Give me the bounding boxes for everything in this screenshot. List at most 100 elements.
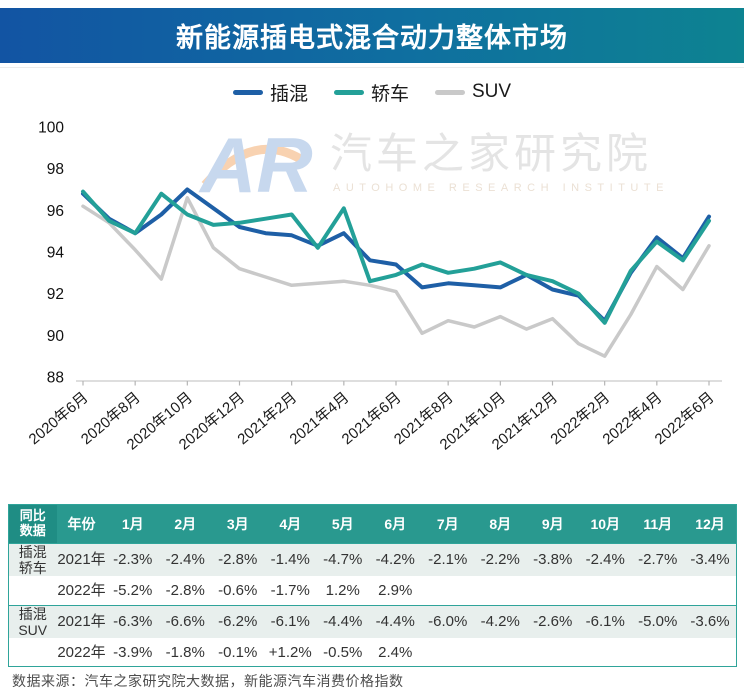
y-axis-tick-label: 96 xyxy=(47,203,64,220)
table-value-cell xyxy=(421,576,474,606)
table-value-cell: -6.6% xyxy=(159,604,212,638)
table-value-cell xyxy=(631,576,684,606)
table-value-cell xyxy=(579,576,632,606)
table-value-cell: -4.4% xyxy=(369,604,422,638)
table-month-header: 11月 xyxy=(631,504,684,544)
y-axis-tick-label: 92 xyxy=(47,286,64,303)
table-value-cell: -2.8% xyxy=(159,576,212,606)
table-value-cell: -3.9% xyxy=(106,637,159,667)
watermark-en-text: AUTOHOME RESEARCH INSTITUTE xyxy=(333,182,669,194)
table-value-cell: -2.7% xyxy=(631,543,684,577)
series-line-SUV xyxy=(81,196,711,358)
table-value-cell: -1.4% xyxy=(264,543,317,577)
watermark-cn-text: 汽车之家研究院 xyxy=(330,130,652,177)
table-value-cell xyxy=(684,637,737,667)
legend-label: 插混 xyxy=(269,83,308,105)
table-year-cell: 2022年 xyxy=(56,637,107,667)
table-value-cell: -6.0% xyxy=(421,604,474,638)
y-axis-tick-label: 90 xyxy=(47,328,65,345)
table-month-header: 10月 xyxy=(579,504,632,544)
line-chart: AR 汽车之家研究院 AUTOHOME RESEARCH INSTITUTE 100 9… xyxy=(26,120,722,454)
table-value-cell: +1.2% xyxy=(264,637,317,667)
table-head: 同比 数据 年份 1月 2月 3月 4月 5月 6月 7月 8月 9月 10月 11月 12月 xyxy=(8,504,737,544)
table-month-header: 7月 xyxy=(421,504,474,544)
table-year-cell: 2021年 xyxy=(56,604,107,638)
table-value-cell: -3.6% xyxy=(684,604,737,638)
table-value-cell xyxy=(631,637,684,667)
table-value-cell: -1.8% xyxy=(159,637,212,667)
table-value-cell xyxy=(526,576,579,606)
table-value-cell: 2.9% xyxy=(369,576,422,606)
table-year-cell: 2021年 xyxy=(56,543,107,577)
table-value-cell xyxy=(421,637,474,667)
table-value-cell: -0.1% xyxy=(211,637,264,667)
legend-item-SUV: SUV xyxy=(434,81,512,103)
chart-legend: 插混 轿车 SUV xyxy=(0,76,744,108)
table-month-header: 4月 xyxy=(264,504,317,544)
table-group-label: 插混 轿车 xyxy=(8,543,57,577)
table-row: 插混 轿车 2021年 -2.3% -2.4% -2.8% -1.4% -4.7% -4.2%… xyxy=(8,543,737,577)
table-row: 插混 SUV 2021年 -6.3% -6.6% -6.2% -6.1% -4.4% -4.4… xyxy=(8,604,737,638)
legend-item-轿车: 轿车 xyxy=(333,79,409,106)
table-group-label xyxy=(8,637,57,667)
legend-label: SUV xyxy=(471,81,512,102)
y-axis-tick-label: 88 xyxy=(47,370,64,387)
series-line-轿车 xyxy=(81,189,711,325)
header-band: 新能源插电式混合动力整体市场 xyxy=(0,8,744,63)
table-value-cell: -6.1% xyxy=(579,604,632,638)
table-value-cell: -4.7% xyxy=(316,543,369,577)
table-row: 2022年 -5.2% -2.8% -0.6% -1.7% 1.2% 2.9% xyxy=(8,576,737,606)
table-value-cell: -2.2% xyxy=(474,543,527,577)
table-value-cell: -4.4% xyxy=(316,604,369,638)
yoy-table: 同比 数据 年份 1月 2月 3月 4月 5月 6月 7月 8月 9月 10月 11月 12月 插混 轿车… xyxy=(8,504,737,668)
watermark-swoosh xyxy=(201,144,308,188)
y-axis-tick-label: 100 xyxy=(38,120,64,137)
table-value-cell: -2.6% xyxy=(526,604,579,638)
data-source-note: 数据来源：汽车之家研究院大数据，新能源汽车消费价格指数 xyxy=(12,673,404,689)
table-row: 2022年 -3.9% -1.8% -0.1% +1.2% -0.5% 2.4% xyxy=(8,637,737,667)
table-value-cell: -6.1% xyxy=(264,604,317,638)
table-value-cell: -2.4% xyxy=(579,543,632,577)
legend-item-插混: 插混 xyxy=(232,79,308,106)
table-month-header: 8月 xyxy=(474,504,527,544)
table-value-cell: -1.7% xyxy=(264,576,317,606)
table-month-header: 6月 xyxy=(369,504,422,544)
table-value-cell: -6.2% xyxy=(211,604,264,638)
table-value-cell: -2.1% xyxy=(421,543,474,577)
table-value-cell: -2.4% xyxy=(159,543,212,577)
table-value-cell: -5.0% xyxy=(631,604,684,638)
table-month-header: 3月 xyxy=(211,504,264,544)
watermark-logo: AR xyxy=(198,121,313,209)
page-title: 新能源插电式混合动力整体市场 xyxy=(176,23,568,53)
table-value-cell: 1.2% xyxy=(316,576,369,606)
table-year-header: 年份 xyxy=(56,504,107,544)
table-value-cell: -0.5% xyxy=(316,637,369,667)
legend-swatch xyxy=(333,89,364,95)
table-corner-header: 同比 数据 xyxy=(8,504,57,544)
table-value-cell: 2.4% xyxy=(369,637,422,667)
table-year-cell: 2022年 xyxy=(56,576,107,606)
y-axis-tick-label: 98 xyxy=(47,161,64,178)
table-month-header: 9月 xyxy=(526,504,579,544)
table-value-cell: -5.2% xyxy=(106,576,159,606)
table-group-label xyxy=(8,576,57,606)
header-divider xyxy=(0,67,744,68)
watermark: AR 汽车之家研究院 AUTOHOME RESEARCH INSTITUTE xyxy=(198,121,669,209)
table-value-cell: -2.3% xyxy=(106,543,159,577)
table-month-header: 12月 xyxy=(684,504,737,544)
table-body: 插混 轿车 2021年 -2.3% -2.4% -2.8% -1.4% -4.7% -4.2%… xyxy=(8,543,737,667)
table-month-header: 1月 xyxy=(106,504,159,544)
y-axis-tick-label: 94 xyxy=(47,245,65,262)
table-value-cell: -3.8% xyxy=(526,543,579,577)
table-group-label: 插混 SUV xyxy=(8,604,57,638)
table-value-cell: -3.4% xyxy=(684,543,737,577)
table-value-cell: -4.2% xyxy=(369,543,422,577)
table-value-cell: -6.3% xyxy=(106,604,159,638)
table-header-row: 同比 数据 年份 1月 2月 3月 4月 5月 6月 7月 8月 9月 10月 11月 12月 xyxy=(8,504,737,544)
table-value-cell: -0.6% xyxy=(211,576,264,606)
table-value-cell: -4.2% xyxy=(474,604,527,638)
table-value-cell xyxy=(474,576,527,606)
table-value-cell xyxy=(579,637,632,667)
table-value-cell xyxy=(474,637,527,667)
table-month-header: 5月 xyxy=(316,504,369,544)
